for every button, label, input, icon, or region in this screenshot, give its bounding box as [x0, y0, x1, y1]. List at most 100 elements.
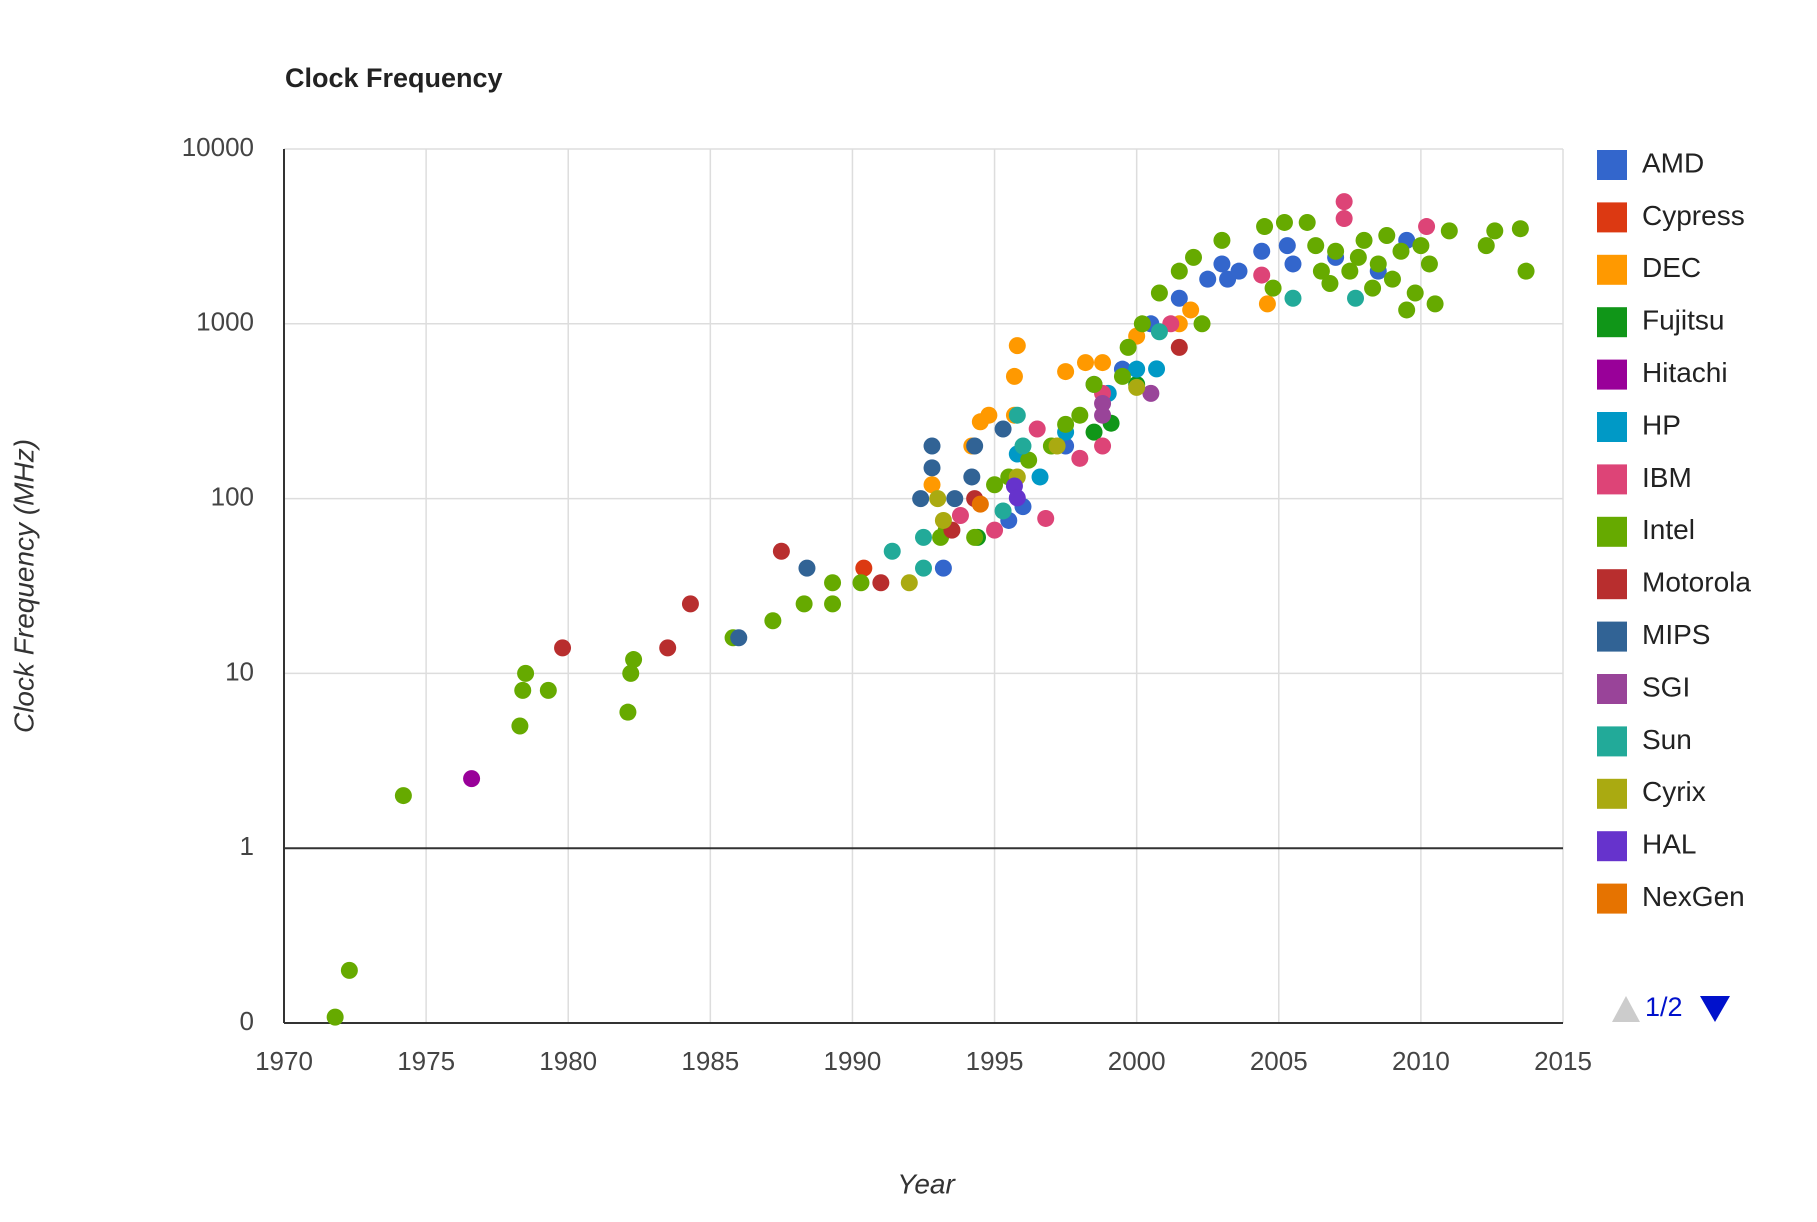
data-point: [619, 703, 637, 721]
y-axis-title: Clock Frequency (MHz): [8, 439, 39, 733]
legend-label: MIPS: [1642, 619, 1710, 650]
grid: 1970 1975 1980 1985 1990 1995 2000 2005 2010 2015…: [182, 132, 1592, 1076]
data-point: [971, 495, 989, 513]
data-point: [1477, 237, 1495, 255]
data-point: [1511, 220, 1529, 238]
data-point: [1094, 437, 1112, 455]
legend-swatch: [1597, 569, 1627, 600]
data-point: [1383, 270, 1401, 288]
data-point: [1213, 255, 1231, 273]
x-tick-label: 2005: [1250, 1046, 1308, 1076]
data-point: [1077, 354, 1095, 372]
data-point: [994, 502, 1012, 520]
data-point: [1071, 406, 1089, 424]
data-point: [1284, 289, 1302, 307]
legend-label: Cypress: [1642, 200, 1745, 231]
y-tick-label: 100: [211, 481, 254, 511]
data-point: [1412, 237, 1430, 255]
data-point: [1113, 367, 1131, 385]
data-point: [855, 559, 873, 577]
x-tick-label: 1975: [397, 1046, 455, 1076]
data-point: [1517, 262, 1535, 280]
data-point: [340, 961, 358, 979]
data-point: [980, 406, 998, 424]
data-point: [681, 595, 699, 613]
x-tick-label: 1970: [255, 1046, 313, 1076]
x-tick-label: 2015: [1534, 1046, 1592, 1076]
legend-label: DEC: [1642, 252, 1701, 283]
data-point: [915, 528, 932, 546]
legend-swatch: [1597, 516, 1627, 547]
data-point: [1369, 255, 1387, 273]
legend-label: Cyrix: [1642, 776, 1706, 807]
data-point: [622, 664, 640, 682]
data-point: [463, 770, 481, 788]
data-point: [1031, 468, 1049, 486]
legend-label: SGI: [1642, 671, 1690, 702]
legend-label: Fujitsu: [1642, 305, 1724, 336]
data-point: [1020, 451, 1038, 469]
legend-next[interactable]: [1700, 996, 1730, 1022]
data-point: [1057, 363, 1075, 381]
data-point: [934, 559, 952, 577]
legend-prev[interactable]: [1612, 996, 1640, 1022]
data-point: [1418, 218, 1436, 236]
legend-swatch: [1597, 254, 1627, 285]
data-point: [1378, 226, 1396, 244]
legend-label: NexGen: [1642, 881, 1745, 912]
data-point: [1298, 213, 1316, 231]
data-point: [798, 559, 816, 577]
chart-title: Clock Frequency: [285, 63, 503, 93]
data-point: [1057, 415, 1075, 433]
y-tick-label: 0: [240, 1006, 254, 1036]
data-point: [1185, 248, 1203, 266]
y-tick-label: 10: [225, 656, 254, 686]
data-point: [1213, 231, 1231, 249]
data-point: [1264, 279, 1282, 297]
data-point: [517, 664, 535, 682]
data-point: [946, 490, 964, 508]
data-point: [1008, 337, 1026, 355]
legend-swatch: [1597, 778, 1627, 809]
data-point: [514, 681, 532, 699]
data-point: [1150, 284, 1168, 302]
data-point: [1392, 242, 1410, 260]
plot-area: [326, 193, 1535, 1026]
y-tick-label: 10000: [182, 132, 254, 162]
y-tick-label: 1: [240, 831, 254, 861]
data-point: [1028, 420, 1046, 438]
data-point: [1341, 262, 1359, 280]
data-point: [994, 420, 1012, 438]
data-point: [923, 476, 941, 494]
data-point: [872, 574, 890, 592]
x-tick-label: 1995: [966, 1046, 1024, 1076]
data-point: [986, 476, 1004, 494]
data-point: [1037, 509, 1055, 527]
data-point: [1094, 394, 1112, 412]
legend-swatch: [1597, 464, 1627, 495]
legend-swatch: [1597, 307, 1627, 338]
data-point: [1364, 279, 1382, 297]
legend-swatch: [1597, 621, 1627, 652]
legend-page: 1/2: [1645, 992, 1683, 1022]
data-point: [625, 651, 643, 669]
legend-swatch: [1597, 674, 1627, 704]
data-point: [730, 629, 748, 647]
legend-label: Motorola: [1642, 567, 1751, 598]
data-point: [1048, 437, 1066, 455]
data-point: [1170, 289, 1188, 307]
data-point: [1321, 275, 1339, 293]
data-point: [1426, 295, 1444, 313]
x-tick-label: 2000: [1108, 1046, 1166, 1076]
y-tick-label: 1000: [196, 307, 254, 337]
data-point: [1253, 266, 1271, 284]
data-point: [1253, 242, 1271, 260]
data-point: [1406, 284, 1424, 302]
legend-label: HP: [1642, 409, 1681, 440]
data-point: [966, 528, 984, 546]
data-point: [1258, 295, 1276, 313]
data-point: [929, 490, 947, 508]
data-point: [1128, 378, 1146, 396]
data-point: [539, 681, 557, 699]
